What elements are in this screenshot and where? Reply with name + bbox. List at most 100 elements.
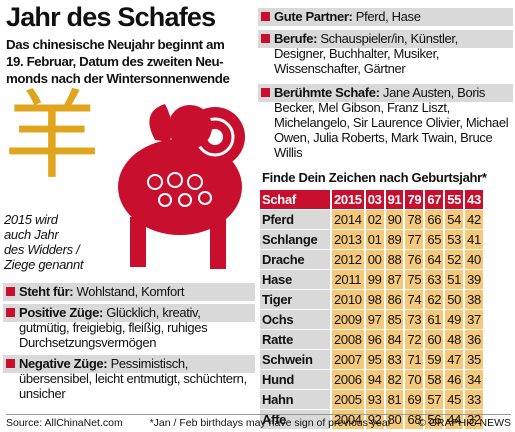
- birth-year-table: Schaf 2015 03 91 79 67 55 43 Pferd 2014 02 90 78 66 54…: [258, 189, 485, 430]
- credit: © GRAPHIC NEWS: [418, 417, 511, 429]
- year-cell: 78: [405, 210, 424, 229]
- year-cell: 90: [385, 210, 404, 229]
- note-line: Ziege genannt: [4, 257, 84, 272]
- subtitle-line: monds nach der Wintersonnenwende: [6, 71, 230, 86]
- year-cell: 63: [425, 270, 444, 289]
- year-cell: 2014: [332, 210, 364, 229]
- section-label: Positive Züge:: [19, 305, 103, 320]
- note-line: auch Jahr: [4, 227, 59, 242]
- year-cell: 84: [385, 330, 404, 349]
- year-cell: 65: [425, 230, 444, 249]
- year-cell: 98: [365, 290, 384, 309]
- year-cell: 74: [405, 290, 424, 309]
- label-band: [3, 283, 255, 301]
- year-cell: 72: [405, 330, 424, 349]
- year-cell: 46: [445, 370, 464, 389]
- info-section: Positive Züge: Glücklich, kreativ, gutmü…: [3, 304, 255, 350]
- section-body: Jane Austen, Boris Becker, Mel Gibson, F…: [274, 85, 509, 160]
- year-cell: 61: [425, 310, 444, 329]
- year-cell: 37: [465, 310, 483, 329]
- year-cell: 67: [425, 190, 444, 209]
- year-cell: 47: [445, 350, 464, 369]
- year-cell: 42: [465, 210, 483, 229]
- table-row: Tiger 2010 98 86 74 62 50 38: [260, 290, 483, 309]
- year-cell: 95: [365, 350, 384, 369]
- sign-cell: Hahn: [260, 390, 330, 409]
- year-cell: 91: [385, 190, 404, 209]
- footnote: *Jan / Feb birthdays may have sign of pr…: [149, 417, 392, 429]
- info-section: Berühmte Schafe: Jane Austen, Boris Beck…: [258, 84, 513, 160]
- year-cell: 82: [385, 370, 404, 389]
- year-cell: 88: [385, 250, 404, 269]
- year-cell: 2010: [332, 290, 364, 309]
- section-label: Berufe:: [274, 31, 318, 46]
- note-line: 2015 wird: [4, 212, 58, 227]
- section-body: Glücklich, kreativ, gutmütig, freigiebig…: [19, 305, 208, 350]
- label-band: [258, 84, 513, 102]
- year-cell: 2008: [332, 330, 364, 349]
- table-title: Finde Dein Zeichen nach Geburtsjahr*: [262, 170, 487, 185]
- year-cell: 64: [425, 250, 444, 269]
- year-cell: 69: [405, 390, 424, 409]
- sign-cell: Schlange: [260, 230, 330, 249]
- year-cell: 2006: [332, 370, 364, 389]
- year-cell: 43: [465, 190, 483, 209]
- year-cell: 55: [445, 190, 464, 209]
- table-row: Schlange 2013 01 89 77 65 53 41: [260, 230, 483, 249]
- year-cell: 57: [425, 390, 444, 409]
- table-row: Schaf 2015 03 91 79 67 55 43: [260, 190, 483, 209]
- table-row: Hund 2006 94 82 70 58 46 34: [260, 370, 483, 389]
- label-band: [258, 30, 513, 48]
- year-cell: 34: [465, 370, 483, 389]
- year-cell: 53: [445, 230, 464, 249]
- table-row: Pferd 2014 02 90 78 66 54 42: [260, 210, 483, 229]
- bullet: [261, 88, 270, 97]
- year-cell: 62: [425, 290, 444, 309]
- year-cell: 2009: [332, 310, 364, 329]
- info-section: Negative Züge: Pessimistisch, übersensib…: [3, 355, 255, 401]
- year-cell: 66: [425, 210, 444, 229]
- sign-cell: Hase: [260, 270, 330, 289]
- year-cell: 58: [425, 370, 444, 389]
- year-cell: 2011: [332, 270, 364, 289]
- footer: Source: AllChinaNet.com *Jan / Feb birth…: [6, 414, 511, 429]
- section-text: Gute Partner: Pferd, Hase: [258, 8, 513, 24]
- year-cell: 02: [365, 210, 384, 229]
- section-text: Berühmte Schafe: Jane Austen, Boris Beck…: [258, 84, 513, 160]
- section-label: Berühmte Schafe:: [274, 85, 380, 100]
- year-cell: 2015: [332, 190, 364, 209]
- bullet: [6, 287, 15, 296]
- table-row: Ochs 2009 97 85 73 61 49 37: [260, 310, 483, 329]
- year-cell: 94: [365, 370, 384, 389]
- year-cell: 83: [385, 350, 404, 369]
- info-section: Berufe: Schauspieler/in, Künstler, Desig…: [258, 30, 513, 76]
- bullet: [261, 34, 270, 43]
- year-cell: 86: [385, 290, 404, 309]
- bullet: [261, 12, 270, 21]
- year-cell: 00: [365, 250, 384, 269]
- table-row: Ratte 2008 96 84 72 60 48 36: [260, 330, 483, 349]
- year-cell: 2013: [332, 230, 364, 249]
- section-text: Negative Züge: Pessimistisch, übersensib…: [3, 355, 255, 401]
- subtitle: Das chinesische Neujahr beginnt am 19. F…: [6, 36, 230, 87]
- year-cell: 87: [385, 270, 404, 289]
- year-cell: 36: [465, 330, 483, 349]
- year-cell: 76: [405, 250, 424, 269]
- sign-cell: Pferd: [260, 210, 330, 229]
- year-cell: 03: [365, 190, 384, 209]
- year-cell: 33: [465, 390, 483, 409]
- section-body: Pessimistisch, übersensibel, leicht entm…: [19, 356, 247, 401]
- section-label: Negative Züge:: [19, 356, 108, 371]
- section-label: Steht für:: [19, 284, 74, 299]
- year-cell: 59: [425, 350, 444, 369]
- table-row: Hase 2011 99 87 75 63 51 39: [260, 270, 483, 289]
- year-cell: 96: [365, 330, 384, 349]
- year-cell: 99: [365, 270, 384, 289]
- section-body: Pferd, Hase: [355, 9, 421, 24]
- year-cell: 85: [385, 310, 404, 329]
- bullet: [6, 359, 15, 368]
- chinese-character: 羊: [4, 80, 100, 192]
- year-cell: 93: [365, 390, 384, 409]
- title: Jahr des Schafes: [6, 2, 216, 32]
- sign-cell: Schaf: [260, 190, 330, 209]
